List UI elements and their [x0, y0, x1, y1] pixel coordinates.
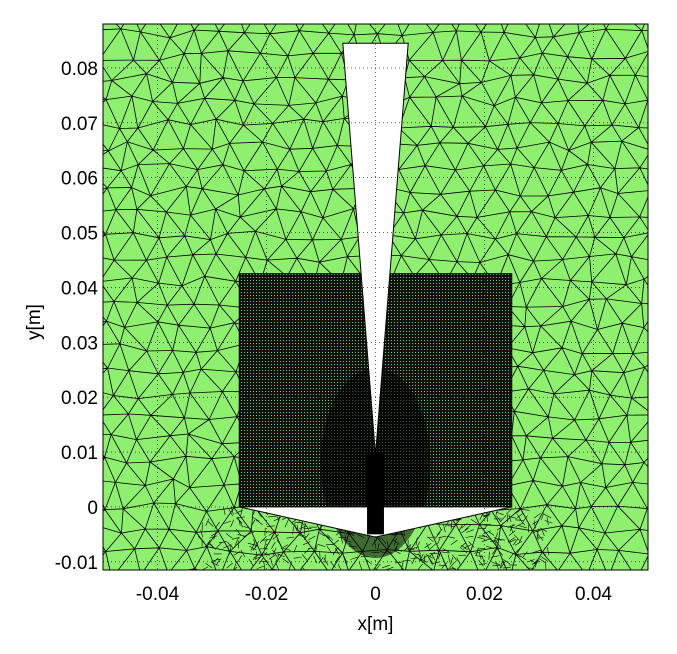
x-axis-label: x[m]: [358, 614, 394, 635]
x-tick-label: -0.04: [136, 584, 180, 605]
y-tick-label: 0.06: [61, 169, 98, 190]
x-tick-labels: -0.04 -0.02 0 0.02 0.04: [136, 584, 613, 605]
y-tick-label: 0: [87, 498, 98, 519]
x-tick-label: 0.04: [575, 584, 612, 605]
y-tick-label: 0.02: [61, 388, 98, 409]
x-tick-label: 0.02: [466, 584, 503, 605]
y-tick-label: 0.08: [61, 59, 98, 80]
x-tick-label: -0.02: [245, 584, 288, 605]
plot-frame: [102, 23, 649, 571]
y-tick-labels: -0.01 0 0.01 0.02 0.03 0.04 0.05 0.06 0.07 0.08: [55, 59, 99, 574]
y-tick-label: 0.01: [61, 443, 98, 464]
x-tick-label: 0: [370, 584, 381, 605]
y-tick-label: 0.07: [61, 114, 98, 135]
electrode: [367, 452, 384, 535]
grid-lines: [103, 24, 648, 570]
y-axis-label: y[m]: [24, 304, 45, 340]
y-tick-label: 0.04: [61, 278, 98, 299]
y-tick-label: -0.01: [55, 553, 98, 574]
y-tick-label: 0.05: [61, 224, 98, 245]
y-tick-label: 0.03: [61, 333, 98, 354]
